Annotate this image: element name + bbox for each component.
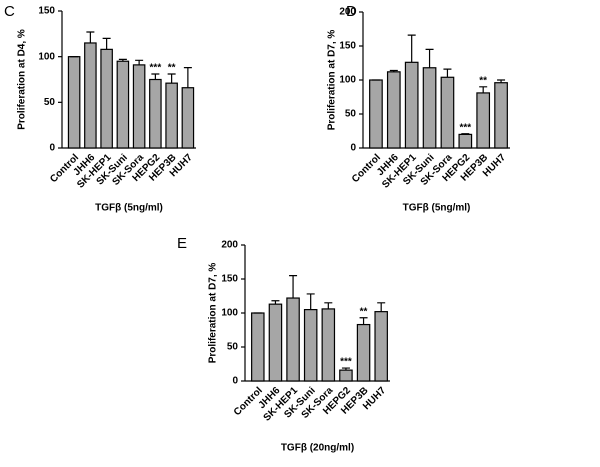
bar	[67, 56, 81, 149]
bar	[476, 92, 491, 149]
bar	[100, 48, 113, 149]
panel-letter: D	[346, 3, 357, 20]
significance: **	[360, 306, 368, 317]
bar	[132, 64, 146, 149]
error-bar	[183, 67, 192, 88]
error-bar	[324, 302, 333, 309]
bar	[494, 82, 508, 149]
error-bar	[135, 59, 144, 65]
significance: ***	[459, 122, 471, 133]
bar	[149, 78, 162, 149]
y-tick-label: 100	[339, 75, 356, 86]
error-bar	[118, 58, 127, 62]
significance: ***	[150, 63, 162, 74]
bar	[440, 76, 455, 149]
significance: **	[479, 75, 487, 86]
y-tick-label: 100	[38, 51, 55, 62]
error-bar	[479, 86, 488, 93]
panel-letter: C	[4, 3, 15, 20]
y-tick-label: 200	[339, 7, 356, 18]
bar	[181, 87, 195, 149]
error-bar	[359, 317, 368, 325]
y-tick-label: 0	[49, 143, 55, 154]
error-bar	[425, 48, 434, 68]
bar	[404, 61, 419, 149]
y-tick-label: 0	[232, 376, 238, 387]
error-bar	[443, 68, 452, 78]
error-bar	[271, 300, 280, 305]
x-axis-label: TGFβ (5ng/ml)	[95, 203, 163, 214]
bar	[321, 308, 336, 382]
y-tick-label: 200	[221, 240, 238, 251]
y-tick-label: 50	[227, 342, 239, 353]
error-bar	[306, 293, 315, 310]
error-bar	[461, 133, 470, 135]
error-bar	[389, 69, 398, 72]
significance: ***	[340, 357, 352, 368]
y-axis-label: Proliferation at D7, %	[208, 263, 219, 364]
bar	[303, 309, 318, 382]
bar	[251, 312, 265, 382]
y-tick-label: 50	[345, 109, 357, 120]
error-bar	[102, 37, 111, 50]
y-tick-label: 150	[339, 41, 356, 52]
bar	[386, 71, 401, 149]
error-bar	[86, 31, 95, 43]
y-tick-label: 150	[38, 6, 55, 17]
bar	[84, 42, 97, 149]
y-tick-label: 150	[221, 274, 238, 285]
bar	[374, 311, 388, 382]
y-axis-label: Proliferation at D4, %	[17, 29, 28, 130]
bar	[116, 60, 130, 149]
panel-letter: E	[177, 235, 187, 252]
bar	[458, 133, 473, 149]
error-bar	[407, 34, 416, 63]
significance: **	[168, 63, 176, 74]
x-axis-label: TGFβ (5ng/ml)	[403, 203, 471, 214]
error-bar	[377, 302, 386, 312]
error-bar	[151, 73, 160, 80]
bar	[422, 67, 437, 149]
y-axis-label: Proliferation at D7, %	[327, 30, 338, 131]
error-bar	[497, 79, 506, 83]
x-axis-label: TGFβ (20ng/ml)	[281, 443, 354, 454]
bar	[286, 297, 300, 382]
error-bar	[341, 367, 350, 371]
error-bar	[289, 275, 298, 299]
bar	[339, 369, 353, 382]
bar	[268, 303, 283, 382]
bar	[165, 82, 178, 149]
y-tick-label: 50	[44, 97, 56, 108]
y-tick-label: 0	[350, 143, 356, 154]
y-tick-label: 100	[221, 308, 238, 319]
bar	[369, 79, 383, 149]
bar	[356, 323, 371, 382]
error-bar	[167, 73, 176, 84]
